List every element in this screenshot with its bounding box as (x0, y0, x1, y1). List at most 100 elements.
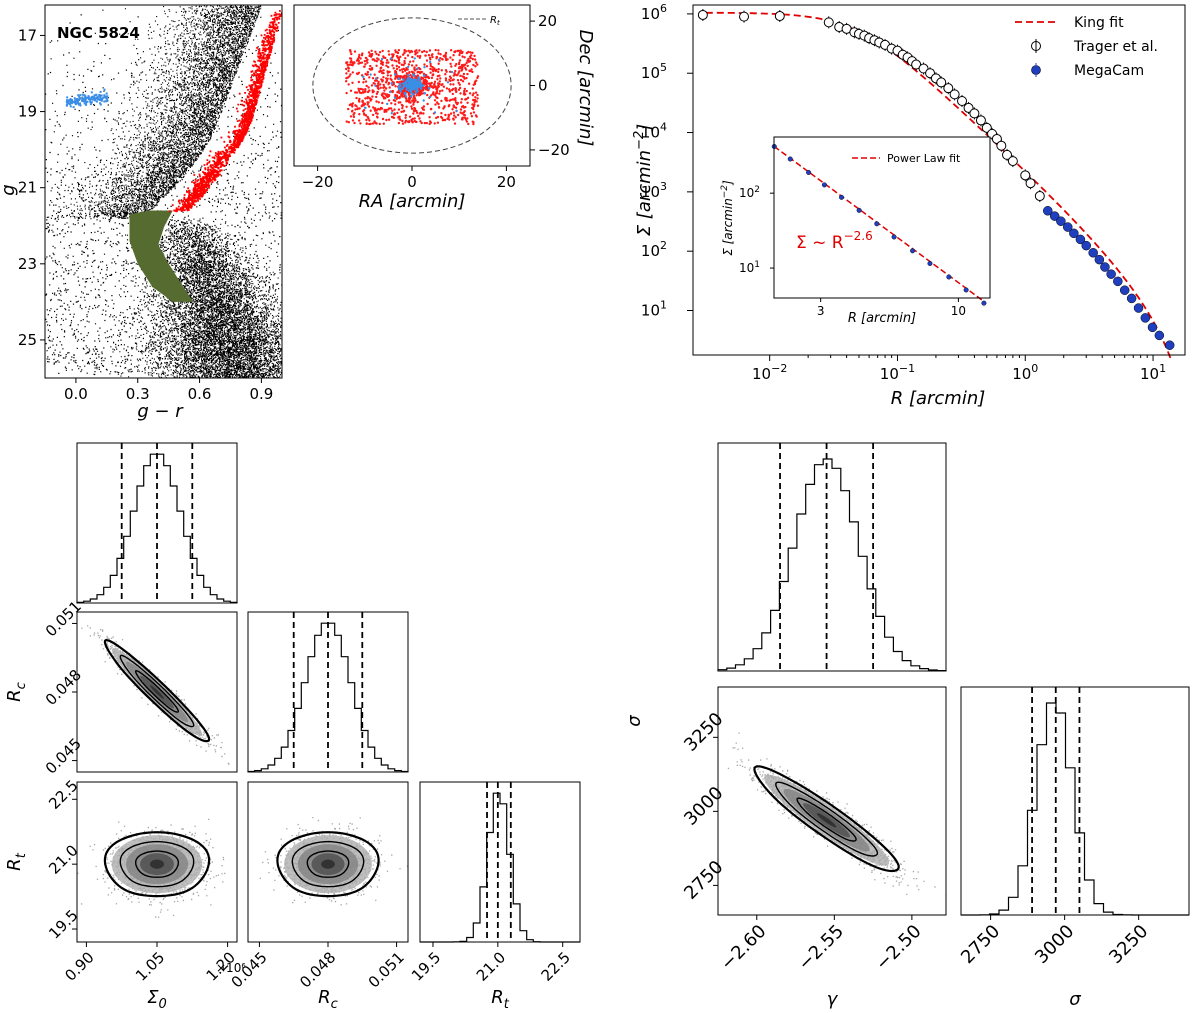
c1-rt-ytick-label: 21.0 (45, 841, 81, 877)
inset-background (774, 137, 990, 298)
c1-rt-xtick-label: 21.0 (473, 948, 509, 984)
profile-legend: King fit Trager et al. MegaCam (1015, 15, 1158, 79)
cmd-ytick-label: 25 (18, 331, 37, 349)
profile-xtick-label: 101 (1140, 362, 1166, 383)
cmd-ytick-label: 23 (18, 255, 37, 273)
c1-rt-xtick-label: 22.5 (538, 948, 574, 984)
sky-tidal-radius (312, 17, 512, 154)
inset-point (946, 274, 952, 280)
c1-rt-ytick-label: 22.5 (45, 777, 81, 813)
c2-xlabel-sigma: σ (1069, 989, 1081, 1010)
sky-ticks: −20 0 20 20 0 −20 (302, 12, 570, 191)
c1-ylabel-rc: Rc (4, 682, 29, 702)
cmd-ticks: 0.0 0.3 0.6 0.9 17 19 21 23 25 (18, 26, 273, 403)
sky-panel: Rt −20 0 20 20 0 −20 RA [arcmin] Dec [arcmin] (293, 4, 596, 212)
cmd-ms-selection (129, 210, 194, 302)
megacam-point (1043, 206, 1053, 216)
profile-ytick-exp: 4 (660, 121, 667, 134)
inset-point (963, 287, 969, 293)
inset-point (821, 182, 827, 188)
c1-sigma0-rc-points (81, 625, 230, 765)
inset-point (787, 156, 793, 162)
c1-rc-xtick-label: 0.048 (296, 948, 339, 991)
megacam-point (1056, 216, 1066, 226)
c1-sigma0-rc-contour (134, 670, 180, 713)
legend-trager-label: Trager et al. (1073, 39, 1158, 55)
sky-xtick-label: −20 (302, 173, 334, 191)
c2-gamma-sigma-points (727, 732, 946, 897)
trager-point (739, 11, 750, 22)
cmd-ytick-label: 19 (18, 103, 37, 121)
megacam-point (1075, 234, 1086, 245)
inset-xtick-label: 3 (817, 304, 825, 318)
cmd-ytick-label: 17 (18, 26, 37, 44)
inset-ticks: 3 10 101 102 (739, 185, 966, 318)
c2-gamma-histogram (717, 458, 947, 672)
megacam-point (1119, 285, 1130, 295)
trager-point (1007, 156, 1018, 167)
megacam-point (1147, 322, 1158, 333)
inset-point (981, 300, 987, 306)
megacam-point (1133, 303, 1144, 313)
c1-rc-rt-contour (306, 850, 350, 878)
c2-sigma-xtick-label: 3250 (1105, 921, 1152, 968)
megacam-point (1049, 211, 1060, 221)
profile-content (697, 8, 1175, 360)
c1-scale-exp: 6 (241, 962, 246, 970)
trager-point (936, 77, 947, 88)
profile-ytick-label: 101 (641, 299, 667, 320)
sky-scatter (312, 17, 512, 154)
trager-point (697, 9, 708, 20)
profile-xtick-exp: −2 (771, 362, 787, 375)
c1-sigma0-rc-contour (119, 654, 195, 728)
inset-content (771, 143, 987, 306)
c2-gamma-xtick-label: −2.60 (717, 921, 771, 975)
profile-xtick-label: 100 (1012, 362, 1038, 383)
cmd-scatter (45, 5, 282, 378)
inset-point (856, 207, 862, 213)
inset-xlabel: R [arcmin] (848, 311, 916, 326)
c2-gamma-sigma-frame (717, 686, 947, 916)
sky-ytick-label: −20 (538, 141, 570, 159)
profile-ytick-exp: 1 (660, 299, 667, 312)
c2-gamma-sigma-contour (753, 765, 900, 873)
trager-point (996, 140, 1007, 151)
cmd-field-stars (45, 5, 282, 378)
cmd-ylabel: g (0, 184, 19, 195)
c1-sigma0-xtick-label: 1.05 (132, 948, 168, 984)
inset-point (874, 221, 880, 227)
corner-plot-powerlaw: −2.60 −2.55 −2.50 2750 3000 3250 2750 3000 3250 γ… (624, 442, 1190, 1010)
trager-point (969, 108, 980, 119)
c2-ylabel-sigma: σ (624, 715, 645, 727)
c1-xlabel-rc: Rc (318, 987, 338, 1012)
trager-point (1002, 149, 1013, 160)
profile-ytick-label: 105 (641, 61, 667, 82)
c1-sigma0-rt-points (77, 818, 226, 918)
profile-xtick-exp: 1 (1159, 362, 1166, 375)
profile-ytick-label: 102 (641, 239, 667, 260)
c1-sigma0-rt-density (149, 859, 165, 869)
c1-ylabel-rt-sub: t (14, 852, 29, 858)
c2-gamma-sigma-contour (796, 797, 857, 842)
profile-ytick-exp: 3 (660, 180, 667, 193)
c1-sigma0-rc-density (149, 685, 165, 699)
c1-rc-rt-density (321, 859, 335, 869)
c1-sigma0-rt-contour (134, 850, 180, 878)
inset-ytick-label: 102 (739, 185, 760, 200)
c2-gamma-frame (717, 442, 947, 672)
c1-rt-histogram (420, 792, 580, 943)
trager-point (1020, 170, 1031, 181)
inset-point (806, 169, 812, 175)
profile-ytick-exp: 5 (660, 61, 667, 74)
c1-rc-rt-points (259, 817, 408, 906)
c2-xlabel-gamma: γ (827, 989, 839, 1010)
c2-sigma-histogram (961, 702, 1189, 916)
megacam-point (1164, 340, 1175, 350)
megacam-point (1106, 269, 1116, 279)
cmd-xtick-label: 0.3 (126, 385, 150, 403)
inset-ytick-label: 101 (739, 260, 760, 275)
megacam-point (1069, 228, 1079, 239)
c1-rc-frame (247, 611, 409, 773)
trager-point (1034, 191, 1045, 202)
